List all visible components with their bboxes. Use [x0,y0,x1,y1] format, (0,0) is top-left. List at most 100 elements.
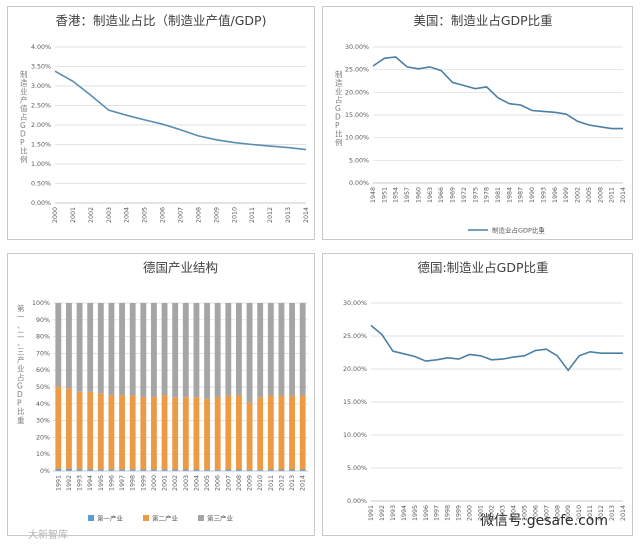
y-tick-label: 20% [36,434,50,441]
x-tick-label: 1997 [119,475,126,491]
x-tick-label: 1984 [506,187,513,203]
y-axis-label: 制造业占 G D P 比例 [335,69,343,147]
bar-segment [76,303,83,392]
bar-segment [236,303,242,396]
bar-segment [55,386,62,469]
x-tick-label: 2009 [213,207,220,223]
series-line [370,324,623,372]
x-tick-label: 2004 [510,505,517,521]
x-tick-label: 2010 [257,475,264,491]
x-tick-label: 1966 [438,187,445,203]
bar-segment [257,397,264,470]
x-tick-label: 1951 [381,187,388,203]
x-tick-label: 1999 [140,475,147,491]
x-tick-label: 1999 [563,187,570,203]
x-tick-label: 2009 [565,505,572,521]
legend-label: 第三产业 [207,514,234,523]
series-line [54,70,307,151]
chart-germany-industry-structure: 德国产业结构 0% 10% 20% 30% 40% 50% 60% 70% 80% 90% 100% 1… [17,260,308,523]
x-tick-label: 1998 [445,505,452,521]
chart-panel-germany-manufacturing: 德国:制造业占GDP比重 0.00% 5.00% 10.00% 15.00% 20.00%… [322,253,633,536]
x-tick-label: 1993 [77,475,84,491]
x-tick-label: 2009 [247,475,254,491]
x-tick-label: 2008 [236,475,243,491]
bar-segment [129,303,136,396]
bar-segment [161,395,168,470]
x-tick-label: 2007 [178,207,185,223]
bar-segment [76,469,83,471]
bar-segment [97,303,104,394]
y-tick-label: 10.00% [345,135,369,142]
bar-segment [55,303,62,387]
x-tick-label: 2010 [576,505,583,521]
bar-segment [182,397,189,470]
bar-segment [66,303,72,389]
x-tick-label: 1997 [434,505,441,521]
x-tick-label: 1998 [130,475,137,491]
y-tick-label: 70% [36,350,50,357]
y-tick-label: 90% [36,317,50,324]
x-tick-label: 2010 [231,207,238,223]
bar-segment [87,303,94,392]
x-tick-label: 2011 [268,475,275,491]
x-tick-label: 2012 [598,505,605,521]
bar-segment [182,303,189,398]
bar-segment [246,402,253,470]
legend-swatch [88,515,94,521]
x-tick-label: 2012 [267,207,274,223]
x-tick-label: 2003 [106,207,113,223]
x-tick-label: 2004 [193,475,200,491]
bar-segment [119,395,125,470]
x-tick-label: 1948 [370,187,377,203]
x-tick-label: 1954 [393,187,400,203]
chart-usa-manufacturing-share: 美国：制造业占GDP比重 0.00% 5.00% 10.00% 15.00% 20.00%… [335,13,627,235]
x-tick-label: 2006 [532,505,539,521]
y-tick-label: 0% [40,468,50,475]
x-tick-label: 2014 [300,475,307,491]
bar-segment [172,303,179,398]
x-tick-label: 1969 [450,187,457,203]
bar-segment [246,303,253,403]
x-tick-label: 2000 [467,505,474,521]
x-tick-label: 2002 [172,475,179,491]
x-tick-label: 2008 [597,187,604,203]
x-tick-label: 1987 [518,187,525,203]
chart-panel-hongkong: 香港：制造业占比（制造业产值/GDP) 0.00% 0.50% 1.00% 1.50% 2… [7,6,315,240]
y-tick-label: 3.50% [31,64,51,71]
y-tick-label: 5.00% [349,157,369,164]
y-tick-label: 10% [36,451,50,458]
x-tick-label: 1993 [540,187,547,203]
bar-segment [66,468,72,471]
x-tick-label: 2014 [303,207,310,223]
x-tick-label: 2008 [195,207,202,223]
bar-segment [182,469,189,471]
bar-segment [289,395,295,470]
y-tick-label: 15.00% [343,399,367,406]
x-tick-label: 2013 [289,475,296,491]
x-tick-label: 2008 [554,505,561,521]
bar-segment [204,303,210,400]
x-tick-label: 2004 [124,207,131,223]
x-tick-label: 2002 [88,207,95,223]
x-tick-label: 2007 [543,505,550,521]
bar-segment [214,397,221,470]
x-tick-label: 1995 [412,505,419,521]
chart-germany-manufacturing-share: 德国:制造业占GDP比重 0.00% 5.00% 10.00% 15.00% 20.00%… [343,260,627,521]
y-tick-label: 0.00% [347,498,367,505]
y-tick-label: 0.50% [31,181,51,188]
bar-segment [299,469,306,471]
bar-segment [87,469,94,471]
bar-segment [204,399,210,470]
watermark-right: 微信号:gesafe.com [480,513,608,529]
bar-segment [193,469,200,471]
bar-segment [193,303,200,398]
bar-segment [172,469,179,471]
x-tick-label: 2001 [478,505,485,521]
y-tick-label: 5.00% [347,465,367,472]
x-tick-label: 1995 [98,475,105,491]
bar-segment [193,397,200,470]
legend-swatch [143,515,149,521]
x-tick-label: 2007 [225,475,232,491]
y-tick-label: 0.00% [349,180,369,187]
bar-segment [289,303,295,396]
